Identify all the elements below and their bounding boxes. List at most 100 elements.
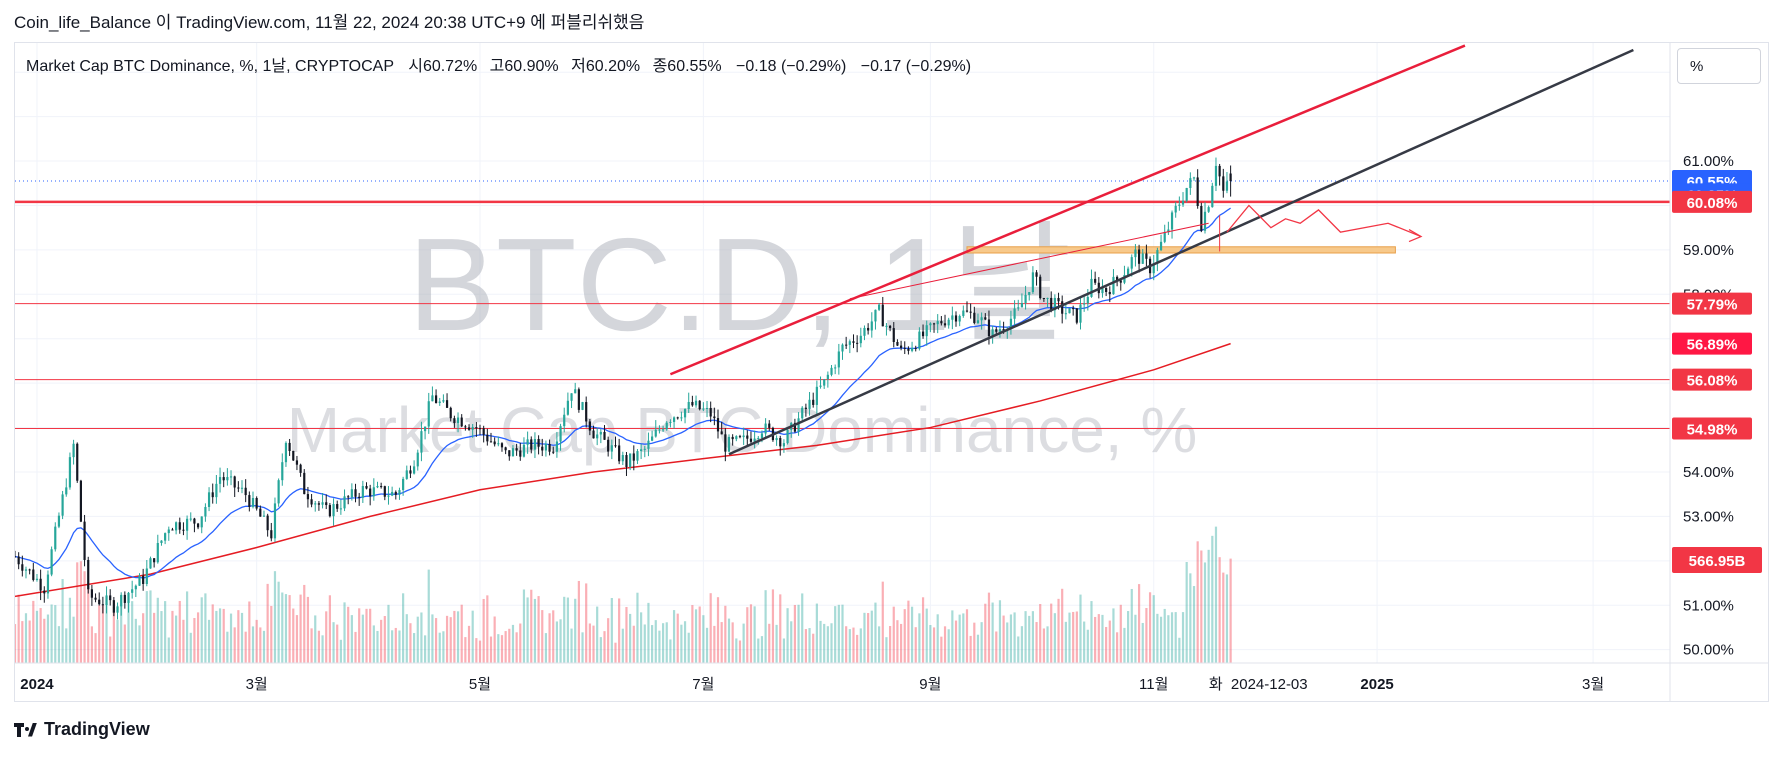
candle-body [185,518,189,531]
volume-bar [1163,608,1166,663]
candle-body [859,335,862,344]
candle-body [563,414,566,427]
candle-body [438,401,441,403]
candle-body [295,460,299,465]
volume-bar [145,591,148,663]
volume-bar [1181,612,1185,663]
candle-body [724,434,727,452]
candle-body [1079,304,1082,323]
candle-body [574,389,577,394]
volume-bar [1086,629,1089,663]
candle-body [837,351,840,368]
candle-body [116,606,119,613]
candle-body [973,312,976,323]
volume-bar [240,612,244,663]
candle-body [621,455,624,462]
candle-body [1174,205,1177,213]
volume-bar [640,612,643,663]
candle-body [193,518,196,524]
price-tick-label: 50.00% [1683,642,1734,659]
volume-bar [445,615,449,663]
candle-body [1086,296,1089,304]
volume-bar [1057,598,1060,663]
volume-bar [120,604,123,663]
volume-bar [1053,613,1056,663]
volume-bar [826,626,829,663]
volume-bar [109,636,112,663]
candle-body [1024,294,1027,304]
candle-body [240,487,244,489]
volume-bar [1061,588,1064,663]
volume-bar [1200,550,1203,663]
candle-body [482,428,485,435]
volume-bar [1145,607,1148,663]
volume-bar [467,625,471,663]
candle-body [1020,303,1024,308]
volume-bar [870,610,873,663]
candle-body [273,503,277,539]
volume-bar [1225,574,1229,663]
time-tick-label: 3월 [1582,676,1604,693]
tradingview-logo[interactable]: TradingView [14,719,150,740]
volume-bar [175,615,178,663]
volume-bar [1002,615,1005,663]
volume-bar [735,638,738,663]
candle-body [35,578,39,580]
candle-body [647,440,650,449]
candle-body [702,408,705,410]
price-tick-label: 59.00% [1683,242,1734,259]
volume-bar [1134,614,1137,663]
candle-body [607,439,610,452]
candle-body [1178,204,1181,206]
volume-bar [596,606,599,663]
volume-bar [654,620,657,663]
volume-bar [889,626,892,663]
candle-body [200,516,203,528]
candle-body [94,597,97,600]
candle-body [735,436,738,440]
candle-body [878,304,881,310]
candle-body [376,486,379,488]
volume-bar [958,614,961,663]
volume-bar [369,608,372,663]
time-cursor-pill [1194,670,1336,696]
candle-body [336,504,339,509]
volume-bar [599,637,602,663]
volume-bar [742,623,745,663]
watermark-description: Market Cap BTC Dominance, % [287,394,1198,466]
volume-bar [511,624,515,663]
candle-body [1050,297,1053,311]
candle-body [815,386,818,405]
candle-body [32,569,35,580]
volume-bar [823,623,826,663]
candle-body [640,449,643,452]
candle-body [995,329,998,332]
candle-body [731,436,734,440]
candle-body [489,441,493,443]
volume-bar [1189,573,1192,663]
volume-bar [123,624,126,663]
candle-body [339,508,342,510]
volume-bar [153,612,156,663]
volume-bar [171,610,174,663]
candle-body [54,526,57,550]
candle-body [456,417,460,424]
candle-body [467,427,471,430]
candle-body [43,590,46,594]
volume-bar [1229,558,1232,663]
candle-body [889,325,892,329]
candle-body [369,488,372,497]
scale-mode-button[interactable]: % [1677,48,1761,84]
volume-bar [94,633,97,663]
volume-bar [1028,615,1031,663]
volume-bar [226,631,229,663]
volume-bar [768,623,771,663]
price-label-text: 57.79% [1687,297,1738,314]
candle-body [533,439,537,450]
volume-bar [651,625,654,663]
volume-bar [727,618,731,663]
channel-upper-line [669,44,1466,376]
candle-body [1053,297,1056,311]
price-label-pill [1672,332,1752,355]
